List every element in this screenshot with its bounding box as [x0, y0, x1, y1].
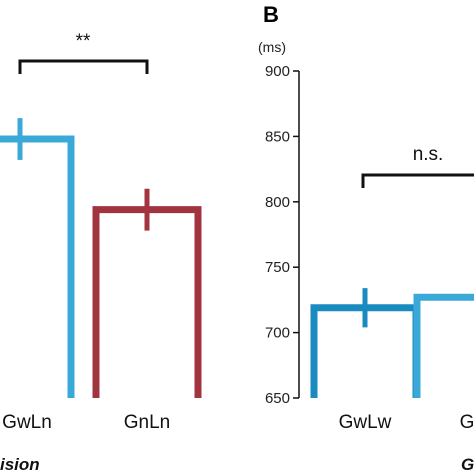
panel-b-category-label: GwLw [339, 412, 392, 433]
panel-a-category-label: GnLn [124, 412, 170, 433]
panel-a-bar [0, 135, 75, 398]
panel-b-y-tick-label: 850 [265, 128, 290, 145]
panel-b-group-label: G [461, 455, 474, 474]
panel-a-category-label: GwLn [2, 412, 52, 433]
panel-b-y-tick-label: 900 [265, 63, 290, 80]
panel-b-category-label: G [460, 412, 474, 433]
panel-b-y-unit: (ms) [258, 39, 286, 55]
panel-b: B (ms) 650 700 750 800 850 900 n.s. GwLw G G [258, 2, 474, 474]
panel-b-bar [413, 293, 474, 398]
panel-b-significance-label: n.s. [413, 144, 444, 165]
panel-b-significance-bracket [361, 173, 474, 188]
panel-b-y-ticks: 650 700 750 800 850 900 [265, 63, 299, 407]
panel-a-significance-label: ** [76, 31, 91, 52]
panel-a: ** GwLn GnLn ision [0, 31, 202, 474]
panel-a-bars [0, 118, 202, 398]
panel-a-group-label: ision [0, 455, 40, 474]
panel-b-y-tick-label: 750 [265, 259, 290, 276]
panel-b-y-tick-label: 700 [265, 325, 290, 342]
panel-a-significance-bracket [18, 59, 149, 74]
panel-b-y-tick-label: 800 [265, 194, 290, 211]
panel-a-bar [92, 206, 202, 398]
panel-b-bars [310, 288, 474, 398]
panel-b-y-tick-label: 650 [265, 390, 290, 407]
panel-b-letter: B [263, 2, 279, 27]
